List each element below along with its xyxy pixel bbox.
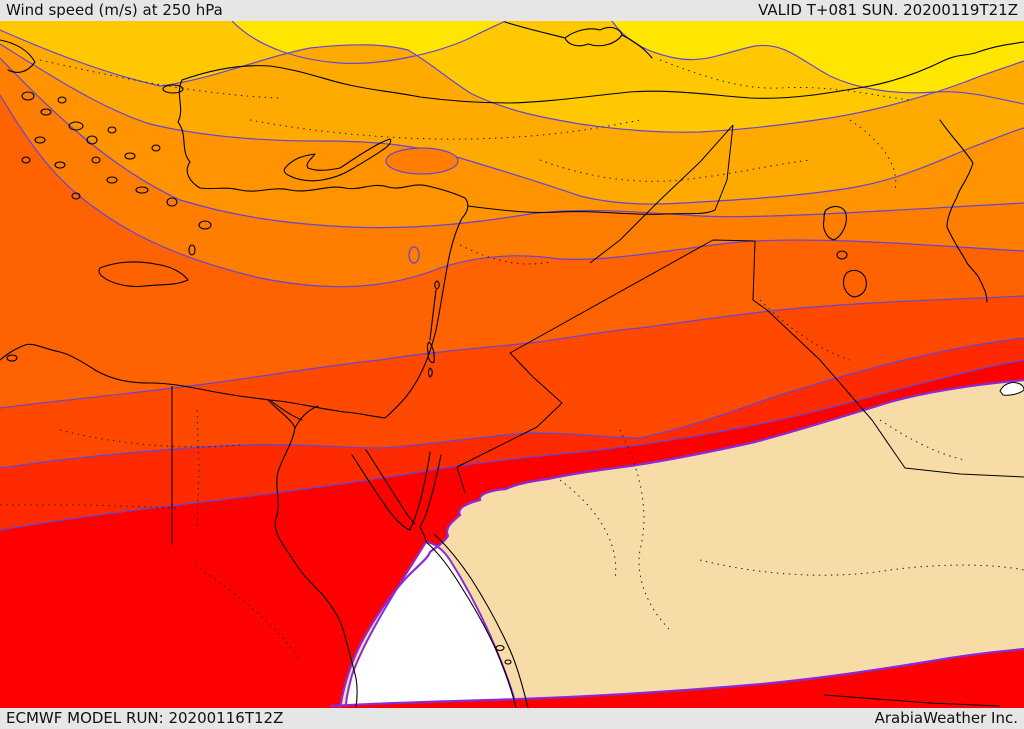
contour-line — [0, 57, 1024, 229]
crete-coast — [98, 261, 189, 288]
contour-south-red — [329, 647, 1024, 708]
contour-ring-lebanon — [408, 246, 420, 264]
brand-label: ArabiaWeather Inc. — [874, 709, 1018, 727]
header-bar: Wind speed (m/s) at 250 hPa VALID T+081 … — [0, 0, 1024, 21]
red-sea-island — [504, 659, 512, 665]
levant-africa-coast — [0, 197, 469, 419]
iraq-saudi-border — [509, 239, 1024, 478]
valid-time-label: VALID T+081 SUN. 20200119T21Z — [758, 1, 1018, 19]
contour-line — [611, 21, 1024, 105]
band-yellow-right — [612, 21, 1024, 104]
contour-line — [231, 21, 506, 65]
turkey-iran-border — [589, 124, 734, 264]
gulf-of-aqaba — [409, 451, 442, 531]
map-title: Wind speed (m/s) at 250 hPa — [6, 1, 223, 19]
contour-jet-edge — [338, 378, 1024, 708]
cyprus-coast — [283, 138, 392, 182]
marmara-sea — [162, 84, 184, 94]
nile-river — [267, 399, 358, 708]
lake-van — [822, 205, 847, 241]
model-run-label: ECMWF MODEL RUN: 20200116T12Z — [6, 709, 284, 727]
contour-line — [0, 43, 1024, 205]
contour-line — [0, 295, 1024, 409]
footer-bar: ECMWF MODEL RUN: 20200116T12Z ArabiaWeat… — [0, 708, 1024, 729]
contour-line — [0, 94, 1024, 288]
jordan-saudi-border — [456, 352, 563, 494]
contour-map-canvas — [0, 21, 1024, 708]
band-cream — [340, 380, 1024, 708]
gulf-of-suez — [351, 449, 416, 531]
turkey-syria-border — [467, 124, 734, 215]
nile-delta — [269, 399, 319, 429]
red-sea-west-coast — [419, 526, 517, 708]
band-south-red — [330, 649, 1024, 708]
contour-line — [0, 359, 1024, 531]
band-core-white-east — [999, 382, 1024, 396]
lake-urmia — [842, 269, 867, 298]
lake-sevan — [836, 250, 848, 260]
contour-pocket-syria — [385, 147, 459, 175]
crimea-coast — [504, 21, 653, 59]
wind-speed-map — [0, 21, 1024, 708]
band-core-white — [344, 540, 518, 708]
black-sea-coast — [181, 41, 1024, 104]
aegean-islands — [6, 91, 212, 362]
caspian-coast — [939, 119, 988, 303]
contour-line — [0, 29, 1024, 133]
aegean-coast — [0, 39, 466, 199]
red-sea-island — [495, 644, 505, 652]
contour-line — [0, 337, 1024, 469]
saudi-border-south — [823, 694, 1001, 707]
red-sea-east-coast — [433, 533, 529, 708]
dotted-boundaries — [0, 59, 1024, 661]
dead-sea — [426, 280, 440, 378]
